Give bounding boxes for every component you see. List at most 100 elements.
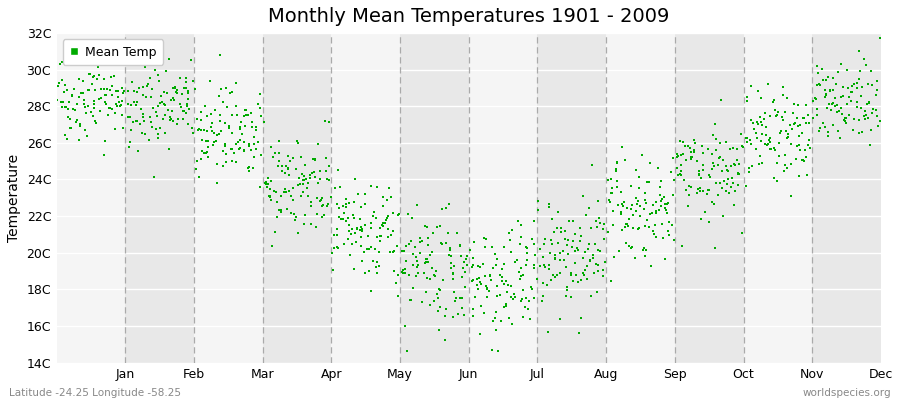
Point xyxy=(107,73,122,79)
Point xyxy=(409,273,423,280)
Point xyxy=(441,201,455,207)
Point xyxy=(207,107,221,114)
Point xyxy=(774,128,788,134)
Point xyxy=(527,262,542,268)
Point xyxy=(252,105,266,112)
Point xyxy=(184,57,198,64)
Point xyxy=(652,184,667,191)
Point xyxy=(263,193,277,199)
Point xyxy=(183,106,197,112)
Point xyxy=(873,35,887,41)
Point xyxy=(576,272,590,278)
Point xyxy=(648,210,662,216)
Point xyxy=(303,175,318,182)
Point xyxy=(854,84,868,90)
Point xyxy=(98,138,112,144)
Point xyxy=(611,202,625,208)
Point xyxy=(543,266,557,272)
Point xyxy=(753,119,768,126)
Point xyxy=(207,139,221,145)
Point xyxy=(415,299,429,306)
Point xyxy=(279,188,293,195)
Point xyxy=(596,267,610,274)
Point xyxy=(92,72,106,78)
Point xyxy=(345,226,359,233)
Point xyxy=(536,280,550,287)
Point xyxy=(82,87,96,93)
Point xyxy=(163,117,177,123)
Point xyxy=(390,243,404,249)
Point xyxy=(312,176,327,182)
Point xyxy=(301,184,315,191)
Point xyxy=(194,147,209,154)
Point xyxy=(597,221,611,228)
Point xyxy=(489,326,503,333)
Point xyxy=(58,82,72,88)
Point xyxy=(443,244,457,251)
Point xyxy=(544,241,559,248)
Point xyxy=(504,294,518,300)
Point xyxy=(647,231,662,237)
Point xyxy=(199,150,213,156)
Point xyxy=(237,113,251,120)
Bar xyxy=(400,33,469,362)
Point xyxy=(866,106,880,112)
Point xyxy=(166,95,180,102)
Point xyxy=(589,261,603,268)
Point xyxy=(477,310,491,316)
Point xyxy=(322,119,337,126)
Point xyxy=(357,249,372,256)
Point xyxy=(171,115,185,122)
Point xyxy=(365,257,380,264)
Point xyxy=(759,141,773,148)
Point xyxy=(622,216,636,222)
Point xyxy=(473,331,488,338)
Point xyxy=(822,128,836,135)
Point xyxy=(248,134,262,140)
Point xyxy=(466,313,481,319)
Point xyxy=(310,210,324,217)
Point xyxy=(624,206,638,212)
Point xyxy=(152,78,166,84)
Point xyxy=(104,87,118,93)
Point xyxy=(718,138,733,145)
Point xyxy=(796,156,810,163)
Point xyxy=(740,94,754,100)
Point xyxy=(410,269,425,276)
Point xyxy=(477,235,491,241)
Text: Latitude -24.25 Longitude -58.25: Latitude -24.25 Longitude -58.25 xyxy=(9,388,181,398)
Point xyxy=(572,238,587,244)
Point xyxy=(800,172,814,178)
Point xyxy=(62,99,77,105)
Point xyxy=(489,262,503,268)
Point xyxy=(754,138,769,144)
Point xyxy=(615,227,629,233)
Point xyxy=(455,265,470,271)
Point xyxy=(538,235,553,242)
Point xyxy=(203,124,218,130)
Point xyxy=(453,295,467,301)
Point xyxy=(316,212,330,218)
Point xyxy=(195,137,210,144)
Point xyxy=(731,182,745,188)
Point xyxy=(129,117,143,124)
Point xyxy=(307,169,321,175)
Point xyxy=(801,112,815,118)
Point xyxy=(725,179,740,186)
Point xyxy=(815,77,830,84)
Point xyxy=(555,248,570,254)
Point xyxy=(158,102,173,108)
Point xyxy=(528,252,543,258)
Point xyxy=(396,266,410,273)
Point xyxy=(150,130,165,137)
Point xyxy=(868,107,883,113)
Point xyxy=(780,131,795,137)
Point xyxy=(844,89,859,96)
Point xyxy=(201,144,215,150)
Point xyxy=(247,140,261,147)
Point xyxy=(495,277,509,284)
Point xyxy=(755,130,770,137)
Point xyxy=(210,161,224,168)
Point xyxy=(752,161,767,168)
Point xyxy=(522,298,536,304)
